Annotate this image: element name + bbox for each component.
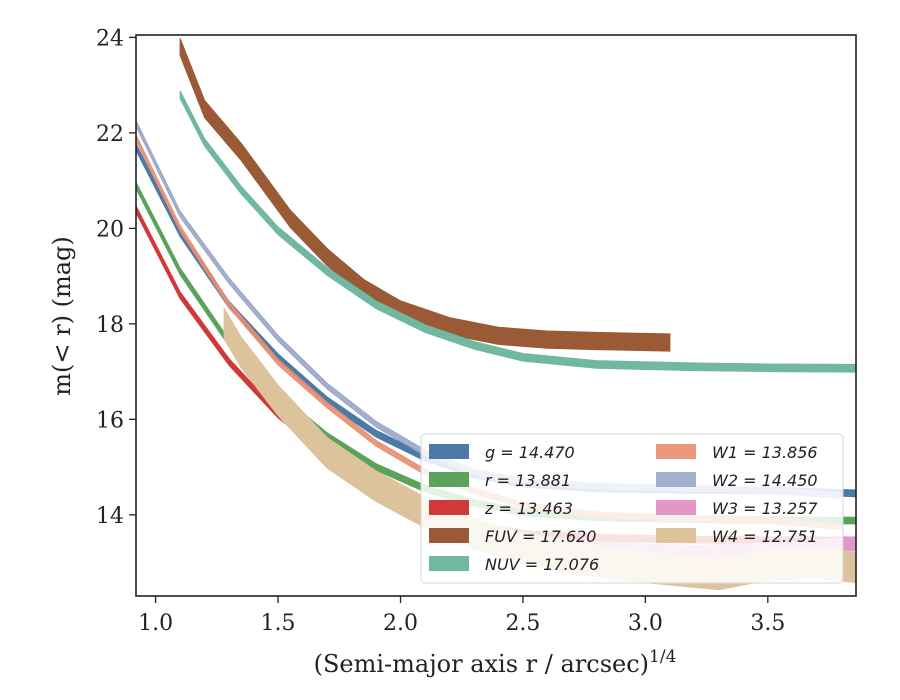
y-tick-label: 24 xyxy=(96,26,124,51)
x-tick-label: 2.5 xyxy=(505,611,540,636)
x-axis-label: (Semi-major axis r / arcsec)1/4 xyxy=(314,647,677,678)
legend-label-FUV: FUV = 17.620 xyxy=(485,527,596,546)
legend-swatch-W1 xyxy=(656,444,696,459)
legend-label-W1: W1 = 13.856 xyxy=(712,443,818,462)
series-band-FUV xyxy=(179,38,671,352)
plot-frame xyxy=(135,34,857,597)
legend: g = 14.470 r = 13.881 z = 13.463 FUV = 17.6… xyxy=(420,433,844,584)
legend-swatch-W3 xyxy=(656,500,696,515)
series-band-NUV xyxy=(179,90,856,373)
y-tick-label: 22 xyxy=(96,122,124,147)
legend-swatch-FUV xyxy=(429,528,469,543)
legend-label-W2: W2 = 14.450 xyxy=(712,471,818,490)
legend-box xyxy=(420,433,844,584)
legend-label-g: g = 14.470 xyxy=(485,443,575,462)
x-tick-label: 3.0 xyxy=(628,611,663,636)
legend-swatch-W2 xyxy=(656,472,696,487)
x-tick-label: 1.0 xyxy=(138,611,173,636)
legend-swatch-g xyxy=(429,444,469,459)
legend-label-W4: W4 = 12.751 xyxy=(712,527,818,546)
y-tick-label: 18 xyxy=(96,313,124,338)
x-axis-label-superscript: 1/4 xyxy=(649,647,676,667)
legend-label-r: r = 13.881 xyxy=(485,471,571,490)
legend-swatch-z xyxy=(429,500,469,515)
x-tick-label: 1.5 xyxy=(261,611,296,636)
y-axis-label: m(< r) (mag) xyxy=(48,236,76,395)
legend-label-W3: W3 = 13.257 xyxy=(712,499,818,518)
legend-swatch-NUV xyxy=(429,556,469,571)
y-tick-label: 20 xyxy=(96,217,124,242)
legend-label-z: z = 13.463 xyxy=(484,499,573,518)
legend-swatch-r xyxy=(429,472,469,487)
axis-ticks: 1.0 1.5 2.0 2.5 3.0 3.5 14 16 18 20 22 24 xyxy=(96,26,785,636)
x-tick-label: 2.0 xyxy=(383,611,418,636)
legend-swatch-W4 xyxy=(656,528,696,543)
y-tick-label: 14 xyxy=(96,504,124,529)
x-tick-label: 3.5 xyxy=(750,611,785,636)
y-tick-label: 16 xyxy=(96,408,124,433)
legend-label-NUV: NUV = 17.076 xyxy=(485,555,599,574)
